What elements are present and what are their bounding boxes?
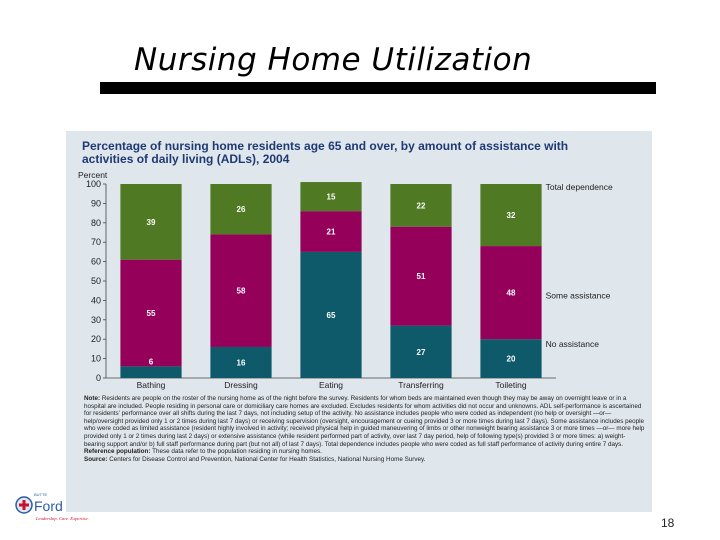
- bar-segment: [480, 339, 542, 378]
- y-tick-label: 60: [91, 257, 101, 267]
- y-tick-label: 20: [91, 334, 101, 344]
- data-label: 22: [417, 201, 426, 210]
- y-tick-label: 100: [86, 179, 101, 189]
- data-label: 27: [417, 348, 426, 357]
- data-label: 58: [237, 287, 246, 296]
- y-tick-label: 70: [91, 237, 101, 247]
- chart-notes: Note: Residents are people on the roster…: [84, 395, 646, 463]
- data-label: 20: [507, 355, 516, 364]
- legend-label: Total dependence: [546, 182, 613, 192]
- data-label: 16: [237, 358, 246, 367]
- y-tick-label: 50: [91, 276, 101, 286]
- x-tick-label: Transferring: [398, 380, 444, 390]
- y-tick-label: 40: [91, 295, 101, 305]
- data-label: 15: [327, 193, 336, 202]
- x-tick-label: Toileting: [495, 380, 526, 390]
- data-label: 55: [147, 309, 156, 318]
- data-label: 32: [507, 211, 516, 220]
- data-label: 65: [327, 311, 336, 320]
- stacked-bar-chart: Percent 0 10 20 30 40 50 60 70 80 90 100 Bathing Dre…: [78, 170, 613, 390]
- bar-segment: [210, 234, 272, 347]
- y-tick-label: 30: [91, 315, 101, 325]
- logo-small-text: BUTTE: [34, 492, 47, 497]
- bar-segment: [390, 226, 452, 326]
- chart-figure: Percentage of nursing home residents age…: [66, 131, 652, 512]
- logo-cross-horizontal: [19, 503, 29, 507]
- x-tick-label: Bathing: [137, 380, 166, 390]
- bar-segment: [390, 184, 452, 227]
- title-underline: [100, 82, 656, 94]
- data-label: 26: [237, 205, 246, 214]
- logo-name: Ford: [34, 498, 63, 514]
- reference-text: Reference population: These data refer t…: [84, 448, 322, 456]
- x-tick-label: Eating: [319, 380, 343, 390]
- data-label: 51: [417, 272, 426, 281]
- source-text: Source: Centers for Disease Control and …: [84, 455, 426, 463]
- y-tick-label: 0: [96, 373, 101, 383]
- page-number: 18: [661, 516, 675, 530]
- bar-segment: [120, 184, 182, 260]
- note-text: Note: Residents are people on the roster…: [84, 395, 645, 448]
- y-tick-label: 10: [91, 354, 101, 364]
- data-label: 6: [149, 357, 154, 366]
- bar-segment: [300, 251, 362, 378]
- slide-title: Nursing Home Utilization: [134, 42, 533, 78]
- bar-segment: [480, 184, 542, 247]
- x-tick-label: Dressing: [224, 380, 258, 390]
- y-tick-label: 90: [91, 198, 101, 208]
- legend-label: No assistance: [546, 339, 600, 349]
- bar-segment: [390, 325, 452, 378]
- bar-segment: [210, 184, 272, 235]
- y-axis-label: Percent: [78, 170, 108, 180]
- ford-logo: BUTTE Ford Leadership. Care. Expertise.: [14, 490, 124, 524]
- data-label: 21: [327, 228, 336, 237]
- y-tick-label: 80: [91, 218, 101, 228]
- bar-segment: [480, 246, 542, 340]
- bar-segment: [210, 346, 272, 378]
- logo-tagline: Leadership. Care. Expertise.: [35, 516, 89, 521]
- bar-segment: [300, 211, 362, 252]
- legend-label: Some assistance: [546, 291, 611, 301]
- chart-title: Percentage of nursing home residents age…: [82, 139, 569, 166]
- bar-segment: [300, 182, 362, 212]
- bar-segment: [120, 259, 182, 367]
- data-label: 48: [507, 289, 516, 298]
- bar-segment: [120, 366, 182, 378]
- data-label: 39: [147, 218, 156, 227]
